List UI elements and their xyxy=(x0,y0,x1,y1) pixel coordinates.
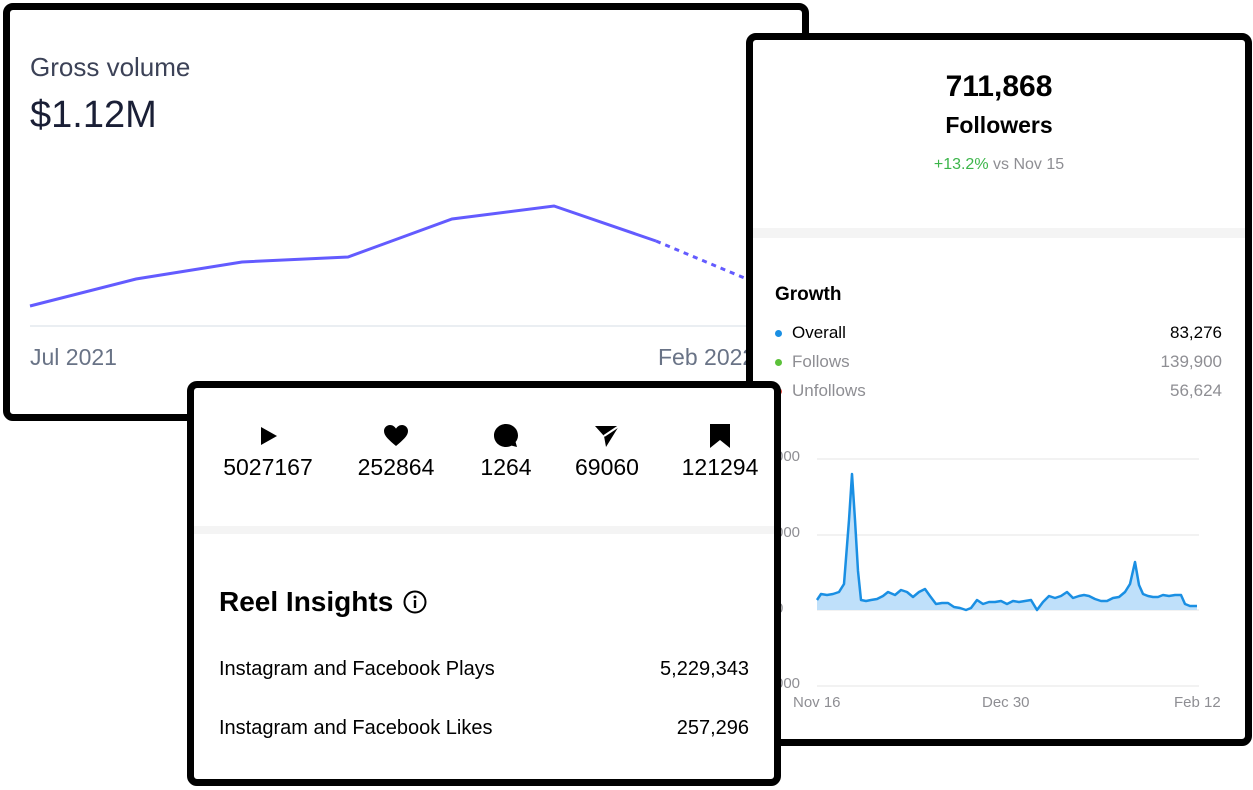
stat-value: 69060 xyxy=(575,454,639,480)
followers-change: +13.2% vs Nov 15 xyxy=(753,156,1245,174)
followers-change-percent: +13.2% xyxy=(933,156,989,173)
section-divider xyxy=(753,228,1245,238)
legend-unfollows[interactable]: Unfollows 56,624 xyxy=(775,380,1222,404)
growth-area xyxy=(817,474,1197,610)
play-icon xyxy=(208,422,328,450)
insight-label: Instagram and Facebook Plays xyxy=(219,658,495,680)
stat-value: 121294 xyxy=(681,454,759,480)
stat-shares: 69060 xyxy=(547,422,667,481)
growth-chart xyxy=(815,458,1199,687)
follows-dot-icon xyxy=(775,359,782,366)
insight-row-plays: Instagram and Facebook Plays 5,229,343 xyxy=(219,658,749,681)
growth-y-tick: 000 xyxy=(775,524,801,541)
reel-insights-title: Reel Insights xyxy=(219,586,427,618)
followers-count: 711,868 xyxy=(945,70,1053,103)
followers-card: 711,868 Followers +13.2% vs Nov 15 Growt… xyxy=(746,33,1252,746)
legend-follows[interactable]: Follows 139,900 xyxy=(775,351,1222,375)
followers-change-suffix: vs Nov 15 xyxy=(988,156,1065,173)
comment-icon xyxy=(446,422,566,450)
stat-saves: 121294 xyxy=(660,422,774,481)
growth-title: Growth xyxy=(775,284,842,305)
legend-overall[interactable]: Overall 83,276 xyxy=(775,322,1222,346)
gross-volume-forecast-line xyxy=(655,239,755,284)
gross-volume-title: Gross volume xyxy=(30,52,191,82)
stat-value: 1264 xyxy=(480,454,532,480)
legend-name: Unfollows xyxy=(792,381,866,400)
section-divider xyxy=(194,526,774,534)
followers-label: Followers xyxy=(945,112,1053,138)
heart-icon xyxy=(336,422,456,450)
legend-name: Overall xyxy=(792,323,846,342)
insight-value: 257,296 xyxy=(676,717,749,739)
bookmark-icon xyxy=(660,422,774,450)
overall-dot-icon xyxy=(775,330,782,337)
reel-insights-card: 5027167 252864 1264 69060 121294 Reel In… xyxy=(187,381,781,786)
share-icon xyxy=(547,422,667,450)
growth-x-tick: Nov 16 xyxy=(793,694,841,711)
insight-row-likes: Instagram and Facebook Likes 257,296 xyxy=(219,717,749,740)
growth-overall-line xyxy=(815,472,1197,612)
growth-x-tick: Dec 30 xyxy=(982,694,1030,711)
gross-volume-line xyxy=(29,204,657,308)
stat-plays: 5027167 xyxy=(208,422,328,481)
gross-volume-chart xyxy=(29,204,802,327)
stat-likes: 252864 xyxy=(336,422,456,481)
growth-x-tick: Feb 12 xyxy=(1174,694,1221,711)
legend-value: 83,276 xyxy=(1170,323,1222,342)
gross-x-start: Jul 2021 xyxy=(30,344,117,370)
gross-x-end: Feb 2022 xyxy=(658,344,756,370)
growth-y-tick: 000 xyxy=(775,448,801,465)
gross-volume-card: Gross volume $1.12M Jul 2021 Feb 2022 xyxy=(3,3,809,421)
legend-name: Follows xyxy=(792,352,850,371)
stat-value: 252864 xyxy=(357,454,435,480)
insight-value: 5,229,343 xyxy=(660,658,749,680)
stat-comments: 1264 xyxy=(446,422,566,481)
gross-volume-value: $1.12M xyxy=(30,94,157,136)
stat-value: 5027167 xyxy=(223,454,313,480)
insight-label: Instagram and Facebook Likes xyxy=(219,717,493,739)
reel-insights-title-text: Reel Insights xyxy=(219,586,394,617)
legend-value: 56,624 xyxy=(1170,381,1222,400)
legend-value: 139,900 xyxy=(1160,352,1222,371)
info-icon[interactable] xyxy=(403,590,427,614)
growth-y-tick: 000 xyxy=(775,675,801,692)
